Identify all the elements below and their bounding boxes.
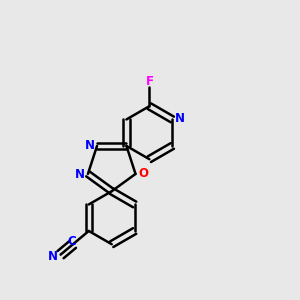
- Text: F: F: [146, 75, 153, 88]
- Text: N: N: [85, 139, 95, 152]
- Text: N: N: [48, 250, 58, 262]
- Text: N: N: [75, 168, 85, 181]
- Text: C: C: [67, 236, 76, 248]
- Text: O: O: [138, 167, 148, 180]
- Text: N: N: [175, 112, 185, 125]
